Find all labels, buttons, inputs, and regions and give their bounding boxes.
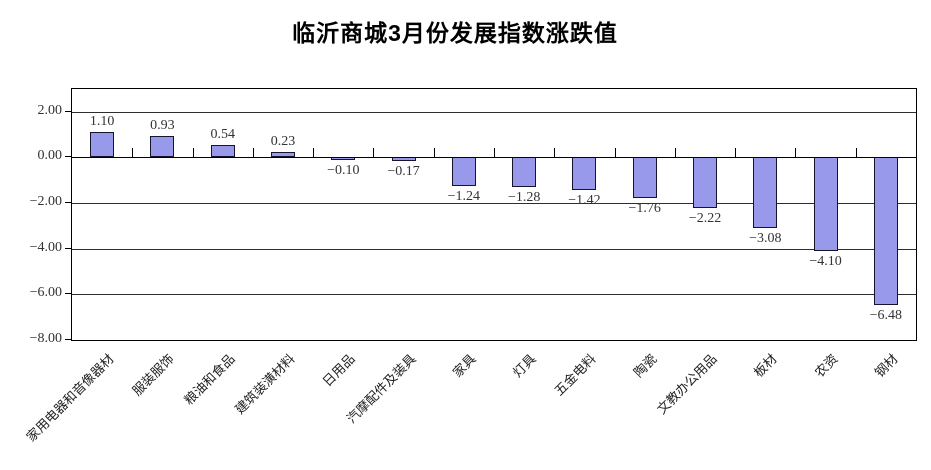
bar xyxy=(753,157,778,228)
bar xyxy=(271,152,295,158)
y-axis-tick xyxy=(65,339,72,340)
category-axis-tick xyxy=(554,148,556,159)
x-axis-label-text: 陶瓷 xyxy=(630,351,660,381)
bar xyxy=(512,157,537,187)
category-axis-tick xyxy=(735,148,737,159)
y-axis-tick xyxy=(65,293,72,295)
y-axis-tick xyxy=(65,202,72,204)
y-axis-tick xyxy=(65,110,72,112)
gridline xyxy=(72,248,916,250)
bar-value-label: 0.54 xyxy=(210,127,235,143)
bar-value-label: 0.23 xyxy=(270,134,296,150)
y-axis-tick-label: 2.00 xyxy=(37,102,63,118)
category-axis-tick xyxy=(674,148,676,159)
x-axis-label-text: 钢材 xyxy=(871,351,901,381)
bar-value-label: 0.93 xyxy=(150,118,175,134)
bar-value-label: −2.22 xyxy=(688,211,722,227)
chart-title: 临沂商城3月份发展指数涨跌值 xyxy=(292,20,618,46)
y-axis-tick-label: −6.00 xyxy=(29,285,62,301)
bar xyxy=(813,157,838,251)
x-axis-label-text: 服装服饰 xyxy=(129,351,178,399)
x-axis-label-text: 家具 xyxy=(449,351,479,381)
category-axis-tick xyxy=(313,148,315,159)
gridline xyxy=(72,111,916,113)
y-axis-tick-label: 0.00 xyxy=(37,148,63,164)
bar-value-label: −1.28 xyxy=(507,189,541,205)
bar-value-label: −1.42 xyxy=(568,192,601,208)
bar xyxy=(572,157,597,190)
category-axis-tick xyxy=(614,148,616,159)
x-axis-label-text: 五金电料 xyxy=(551,351,600,399)
category-axis-tick xyxy=(795,148,797,159)
bar xyxy=(210,145,235,158)
bar-value-label: −4.10 xyxy=(809,254,842,269)
category-axis-tick xyxy=(855,148,857,159)
category-axis-tick xyxy=(373,148,375,159)
bar xyxy=(451,157,476,186)
bar-value-label: −0.17 xyxy=(387,164,420,180)
x-axis-label-text: 农资 xyxy=(811,351,841,381)
bar-value-label: −0.10 xyxy=(327,162,360,178)
x-axis-label-text: 建筑装潢材料 xyxy=(231,351,298,417)
bar-value-label: −3.08 xyxy=(749,230,782,246)
y-axis-tick-label: −8.00 xyxy=(29,331,62,346)
bar xyxy=(873,157,898,306)
bar xyxy=(150,136,175,158)
x-axis-label-text: 灯具 xyxy=(509,351,539,381)
y-axis-tick xyxy=(65,247,72,249)
category-axis-tick xyxy=(252,148,254,159)
y-axis-tick-label: −4.00 xyxy=(29,239,62,255)
bar-value-label: −1.76 xyxy=(628,200,661,216)
bar xyxy=(632,157,657,198)
bar-value-label: −1.24 xyxy=(447,188,481,204)
y-axis-tick xyxy=(65,156,72,158)
plot-area: 1.10 0.93 0.54 0.23 −0.10 −0.17 −1.24 −1.28 −1.4… xyxy=(71,88,917,341)
x-axis-label-text: 粮油和食品 xyxy=(180,351,238,408)
bar-value-label: 1.10 xyxy=(89,114,115,130)
category-axis-tick xyxy=(433,148,435,159)
category-axis-tick xyxy=(494,148,495,159)
x-axis-label-text: 板材 xyxy=(751,351,781,381)
x-axis-label-text: 文教办公用品 xyxy=(653,351,720,417)
y-axis-tick-label: −2.00 xyxy=(29,194,62,210)
category-axis-tick xyxy=(192,148,194,159)
gridline xyxy=(72,294,916,296)
category-axis-tick xyxy=(132,148,134,159)
x-axis-label-text: 家用电器和音像器材 xyxy=(23,351,117,445)
x-axis-label-text: 日用品 xyxy=(319,351,359,390)
bar xyxy=(90,132,115,158)
bar-value-label: −6.48 xyxy=(869,308,903,324)
bar xyxy=(693,157,717,209)
gridline xyxy=(72,203,916,205)
